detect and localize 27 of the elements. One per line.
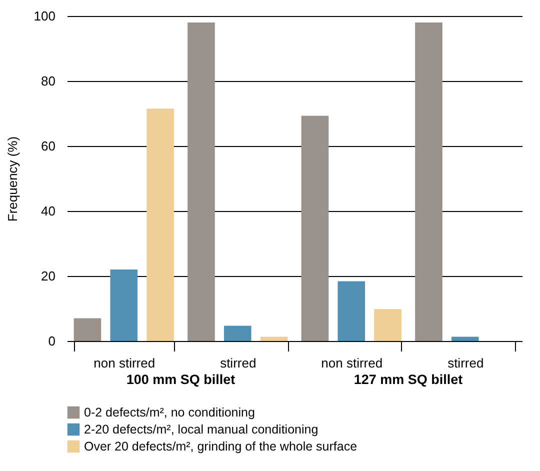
x-tick-label: non stirred: [94, 356, 156, 370]
x-tick-label: non stirred: [321, 356, 383, 370]
legend-label: 2-20 defects/m², local manual conditioning: [84, 422, 318, 436]
bar: [224, 326, 252, 341]
bar: [260, 336, 288, 341]
bar: [374, 309, 402, 341]
text: 127 mm SQ billet: [354, 372, 464, 387]
y-tick-label: 80: [41, 74, 56, 88]
bar: [188, 22, 215, 341]
y-tick-label: 20: [41, 268, 56, 284]
legend-label: Over 20 defects/m², grinding of the whole surface: [84, 440, 358, 454]
y-tick-label: 0: [48, 334, 56, 348]
bar: [301, 116, 329, 341]
legend-label: 0-2 defects/m², no conditioning: [84, 406, 255, 420]
x-tick-label: stirred: [220, 356, 256, 370]
x-tick-label: stirred: [448, 356, 484, 370]
y-tick-label: 60: [41, 138, 56, 154]
bar: [451, 336, 479, 341]
bar: [146, 108, 174, 341]
text: 100 mm SQ billet: [126, 372, 236, 387]
bar: [110, 270, 138, 341]
y-tick-label: 100: [34, 8, 56, 24]
bar: [338, 281, 366, 341]
y-axis-title: Frequency (%): [4, 136, 20, 222]
y-tick-label: 40: [41, 204, 56, 218]
bar: [415, 22, 442, 341]
bar: [74, 318, 102, 341]
